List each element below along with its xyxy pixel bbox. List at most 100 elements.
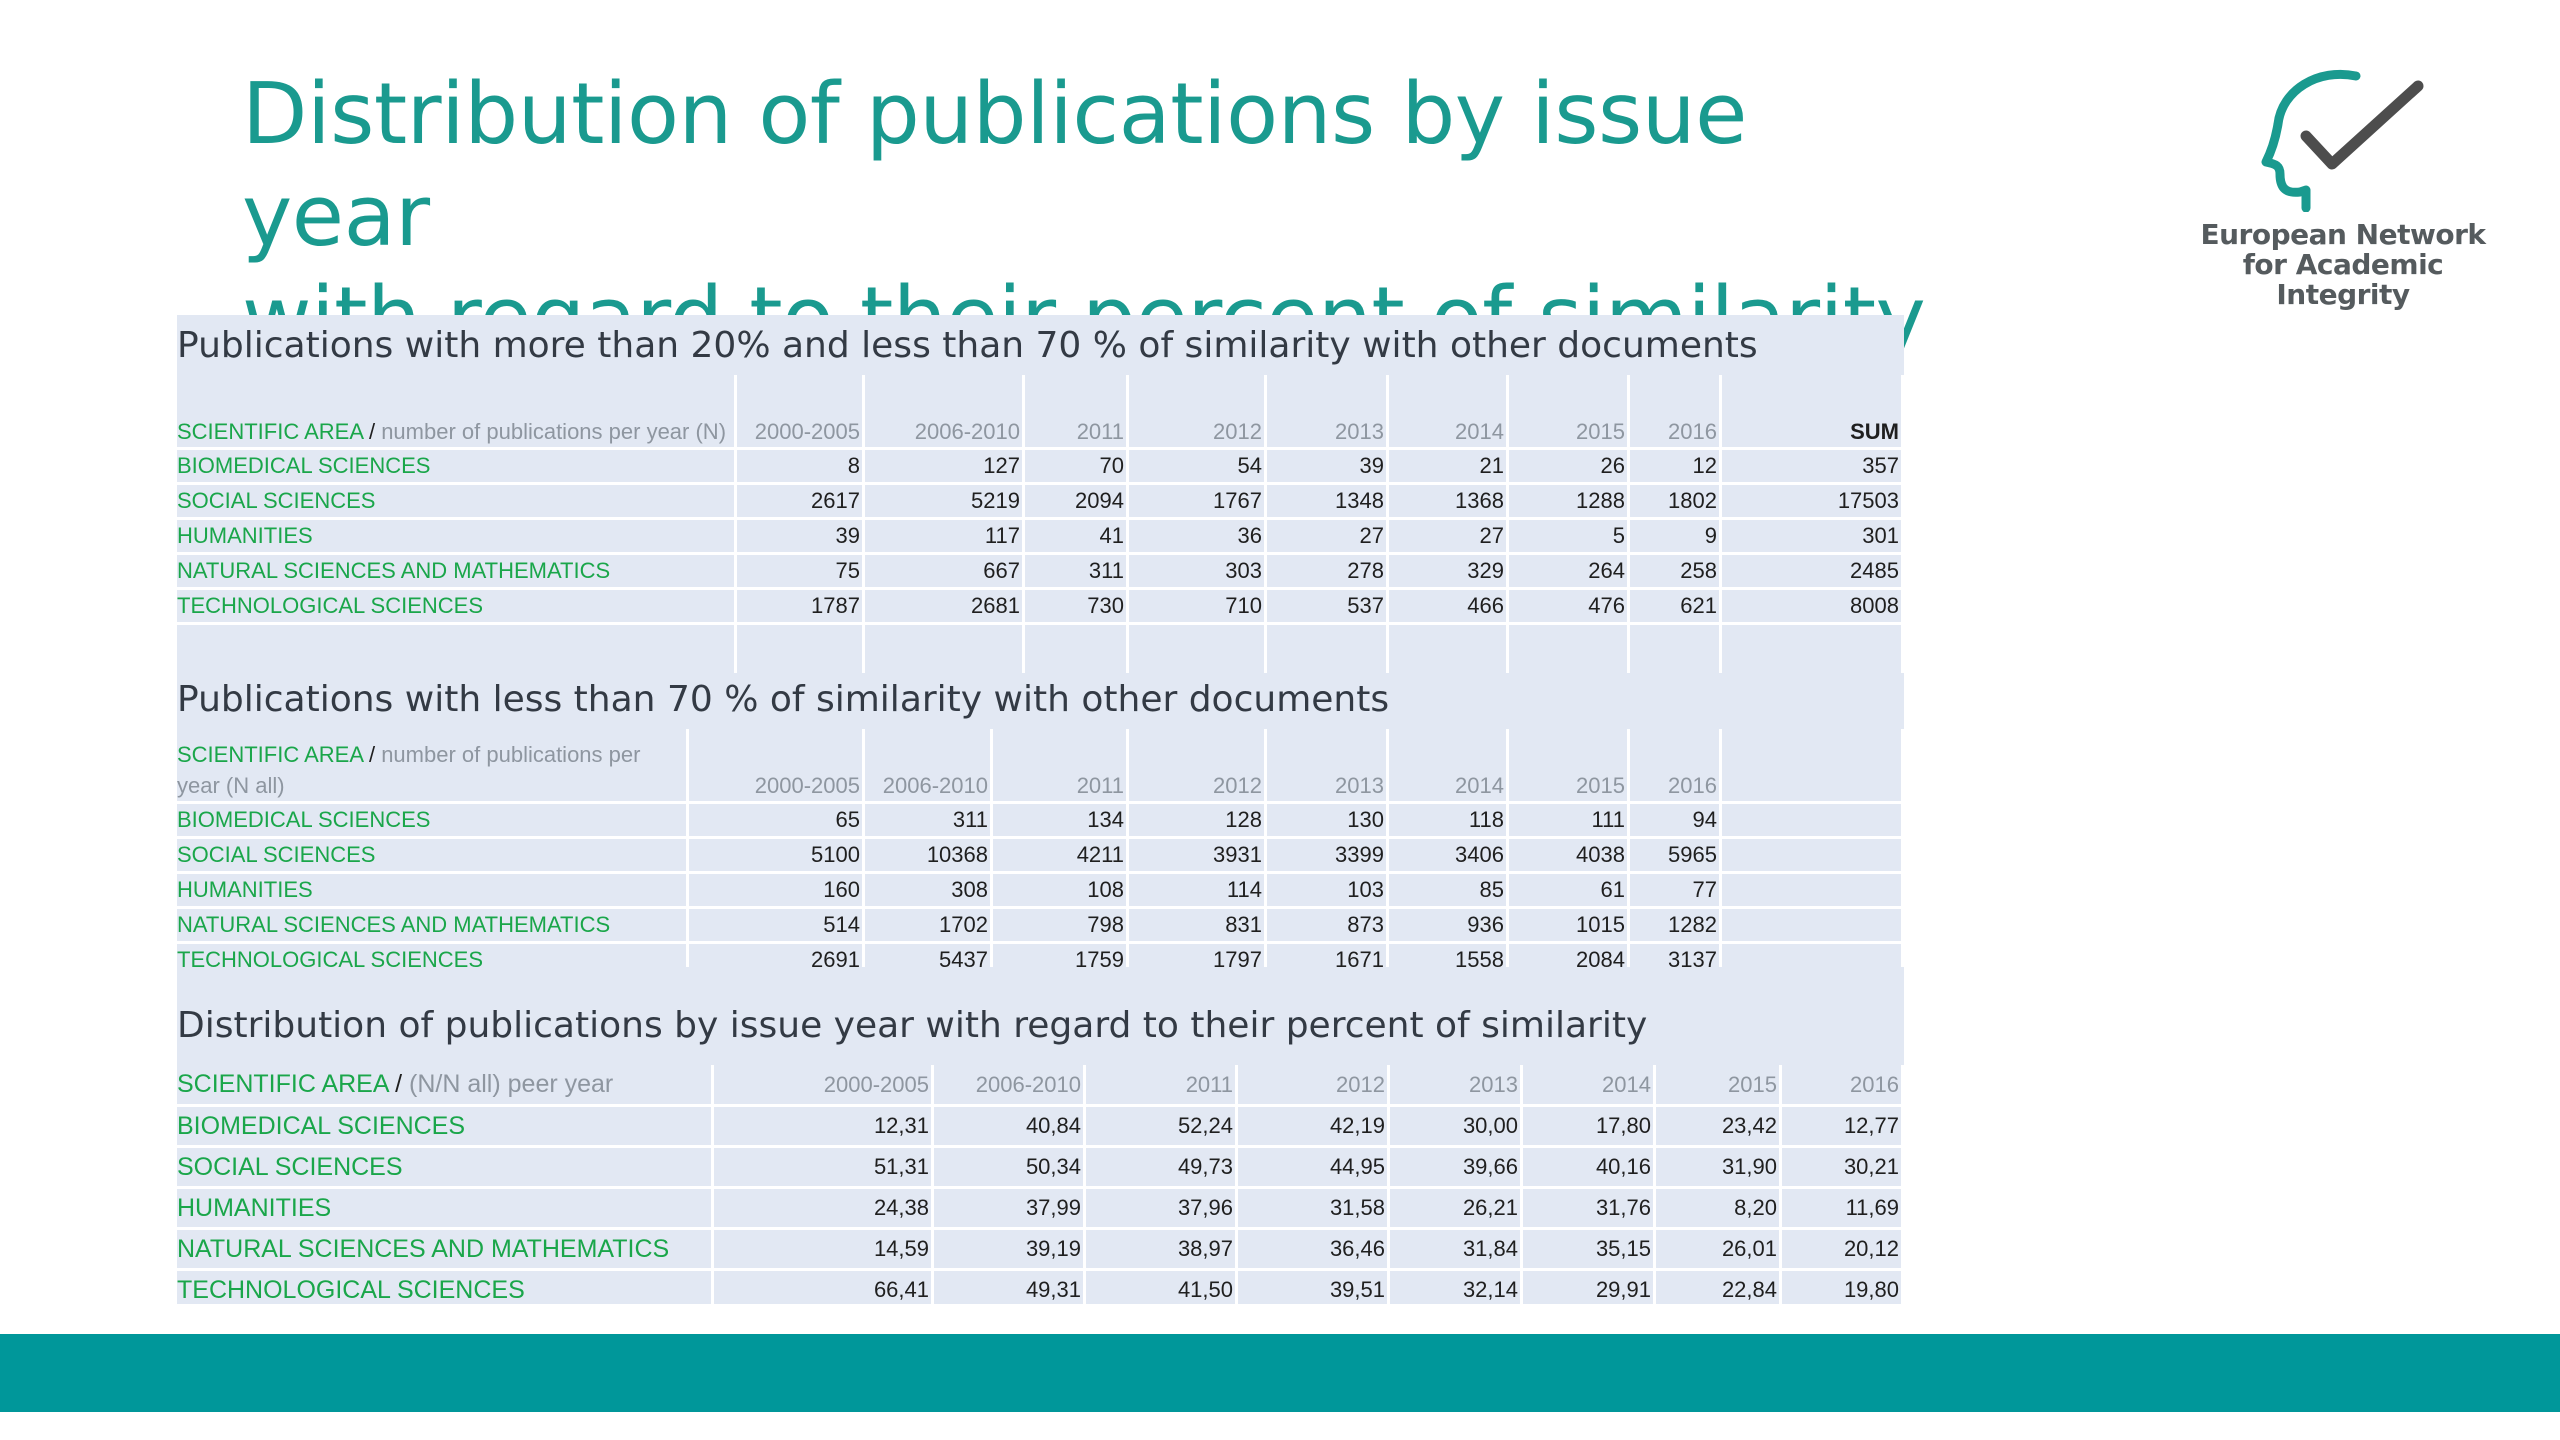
value-cell: 621 [1630, 590, 1722, 625]
value-cell: 118 [1389, 804, 1509, 839]
table-row: HUMANITIES 160 308 108 114 103 85 61 77 [177, 874, 1904, 909]
head-checkmark-icon [2261, 70, 2424, 212]
value-cell: 41,50 [1086, 1271, 1238, 1312]
header-row: SCIENTIFIC AREA / number of publications… [177, 729, 1904, 804]
value-cell: 94 [1630, 804, 1722, 839]
year-header: 2013 [1267, 729, 1389, 804]
sum-cell: 2485 [1722, 555, 1904, 590]
value-cell: 303 [1129, 555, 1267, 590]
table-row: NATURAL SCIENCES AND MATHEMATICS 75 667 … [177, 555, 1904, 590]
value-cell: 5965 [1630, 839, 1722, 874]
header-label: SCIENTIFIC AREA / (N/N all) peer year [177, 1065, 714, 1107]
year-header: 2011 [1025, 375, 1129, 450]
table-caption: Distribution of publications by issue ye… [177, 1005, 1648, 1046]
value-cell: 5219 [865, 485, 1025, 520]
value-cell: 26,01 [1656, 1230, 1782, 1271]
value-cell: 40,84 [934, 1107, 1086, 1148]
value-cell: 31,84 [1390, 1230, 1523, 1271]
value-cell: 311 [1025, 555, 1129, 590]
blank-cell [1722, 729, 1904, 804]
value-cell: 24,38 [714, 1189, 934, 1230]
value-cell: 730 [1025, 590, 1129, 625]
value-cell: 31,58 [1238, 1189, 1390, 1230]
logo-line-3: Integrity [2276, 278, 2410, 311]
table-row: BIOMEDICAL SCIENCES 12,31 40,84 52,24 42… [177, 1107, 1904, 1148]
value-cell: 128 [1129, 804, 1267, 839]
year-header: 2006-2010 [934, 1065, 1086, 1107]
value-cell: 36,46 [1238, 1230, 1390, 1271]
logo-line-2: for Academic [2242, 248, 2444, 281]
value-cell: 75 [737, 555, 865, 590]
value-cell: 39,51 [1238, 1271, 1390, 1312]
value-cell: 4038 [1509, 839, 1630, 874]
year-header: 2015 [1656, 1065, 1782, 1107]
value-cell: 2094 [1025, 485, 1129, 520]
year-header: 2016 [1630, 375, 1722, 450]
area-cell: TECHNOLOGICAL SCIENCES [177, 1271, 714, 1312]
table-row: TECHNOLOGICAL SCIENCES 1787 2681 730 710… [177, 590, 1904, 625]
value-cell: 30,00 [1390, 1107, 1523, 1148]
value-cell: 36 [1129, 520, 1267, 555]
year-header: 2014 [1389, 729, 1509, 804]
data-table: SCIENTIFIC AREA / number of publications… [177, 375, 1904, 684]
value-cell: 77 [1630, 874, 1722, 909]
value-cell: 329 [1389, 555, 1509, 590]
area-cell: HUMANITIES [177, 520, 737, 555]
value-cell: 39 [1267, 450, 1389, 485]
table-section-similarity-percent: Distribution of publications by issue ye… [177, 967, 1904, 1312]
blank-cell [1722, 909, 1904, 944]
area-cell: SOCIAL SCIENCES [177, 485, 737, 520]
area-cell: HUMANITIES [177, 874, 689, 909]
value-cell: 3399 [1267, 839, 1389, 874]
value-cell: 1288 [1509, 485, 1630, 520]
year-header: 2011 [1086, 1065, 1238, 1107]
value-cell: 130 [1267, 804, 1389, 839]
value-cell: 798 [993, 909, 1129, 944]
value-cell: 308 [865, 874, 993, 909]
blank-cell [1722, 804, 1904, 839]
value-cell: 160 [689, 874, 865, 909]
value-cell: 8 [737, 450, 865, 485]
sum-cell: 8008 [1722, 590, 1904, 625]
value-cell: 537 [1267, 590, 1389, 625]
value-cell: 5100 [689, 839, 865, 874]
area-cell: BIOMEDICAL SCIENCES [177, 450, 737, 485]
area-cell: SOCIAL SCIENCES [177, 839, 689, 874]
value-cell: 39 [737, 520, 865, 555]
value-cell: 12 [1630, 450, 1722, 485]
value-cell: 32,14 [1390, 1271, 1523, 1312]
table-row: HUMANITIES 39 117 41 36 27 27 5 9 301 [177, 520, 1904, 555]
value-cell: 39,19 [934, 1230, 1086, 1271]
value-cell: 1282 [1630, 909, 1722, 944]
value-cell: 1368 [1389, 485, 1509, 520]
header-row: SCIENTIFIC AREA / number of publications… [177, 375, 1904, 450]
table-row: SOCIAL SCIENCES 51,31 50,34 49,73 44,95 … [177, 1148, 1904, 1189]
year-header: 2000-2005 [737, 375, 865, 450]
value-cell: 20,12 [1782, 1230, 1904, 1271]
sum-cell: 301 [1722, 520, 1904, 555]
value-cell: 11,69 [1782, 1189, 1904, 1230]
value-cell: 31,90 [1656, 1148, 1782, 1189]
value-cell: 54 [1129, 450, 1267, 485]
table-row: HUMANITIES 24,38 37,99 37,96 31,58 26,21… [177, 1189, 1904, 1230]
value-cell: 3406 [1389, 839, 1509, 874]
value-cell: 936 [1389, 909, 1509, 944]
header-label: SCIENTIFIC AREA / number of publications… [177, 729, 689, 804]
value-cell: 23,42 [1656, 1107, 1782, 1148]
value-cell: 52,24 [1086, 1107, 1238, 1148]
value-cell: 1348 [1267, 485, 1389, 520]
year-header: 2012 [1129, 729, 1267, 804]
value-cell: 49,73 [1086, 1148, 1238, 1189]
value-cell: 49,31 [934, 1271, 1086, 1312]
value-cell: 831 [1129, 909, 1267, 944]
value-cell: 111 [1509, 804, 1630, 839]
value-cell: 264 [1509, 555, 1630, 590]
value-cell: 27 [1267, 520, 1389, 555]
value-cell: 710 [1129, 590, 1267, 625]
value-cell: 66,41 [714, 1271, 934, 1312]
area-cell: BIOMEDICAL SCIENCES [177, 1107, 714, 1148]
value-cell: 514 [689, 909, 865, 944]
area-cell: NATURAL SCIENCES AND MATHEMATICS [177, 1230, 714, 1271]
value-cell: 134 [993, 804, 1129, 839]
value-cell: 103 [1267, 874, 1389, 909]
